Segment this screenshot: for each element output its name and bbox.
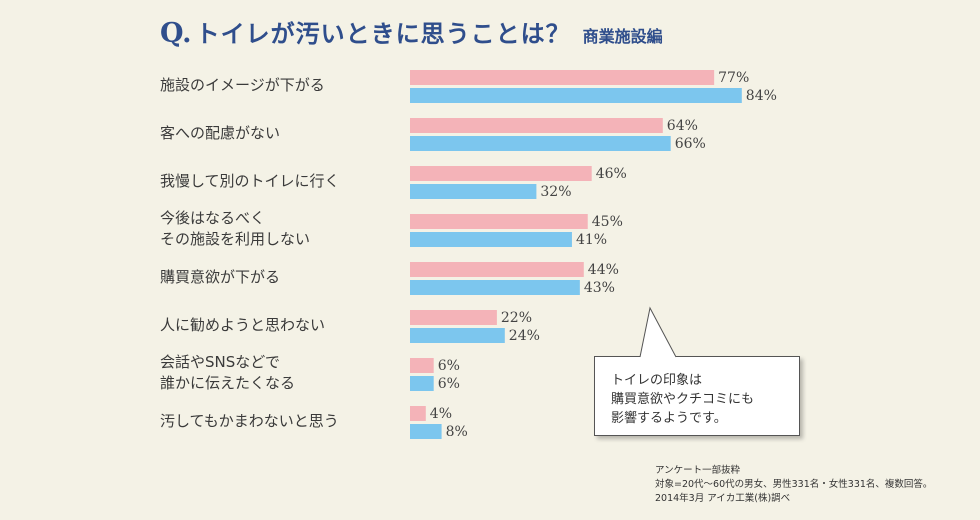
data-label: 84%: [746, 88, 777, 104]
category-label-line: 施設のイメージが下がる: [160, 75, 325, 94]
category-label: 汚してもかまわないと思う: [160, 411, 400, 432]
data-label: 8%: [446, 424, 468, 440]
category-label: 購買意欲が下がる: [160, 267, 400, 288]
data-label: 4%: [430, 406, 452, 422]
title-q-marker: Q.: [160, 18, 192, 49]
bar-series-2: [410, 424, 442, 439]
bar-series-2: [410, 136, 671, 151]
bar-series-2: [410, 328, 505, 343]
data-label: 32%: [540, 184, 571, 200]
category-label-line: 今後はなるべく: [160, 209, 266, 227]
bar-series-1: [410, 262, 584, 277]
category-label: 人に勧めようと思わない: [160, 315, 400, 336]
callout-line: トイレの印象は: [611, 373, 703, 388]
category-label-line: 会話やSNSなどで: [160, 353, 280, 371]
category-label-line: 汚してもかまわないと思う: [160, 411, 339, 430]
category-label: 今後はなるべくその施設を利用しない: [160, 208, 400, 250]
bar-series-1: [410, 214, 588, 229]
category-label: 施設のイメージが下がる: [160, 75, 400, 96]
bar-series-1: [410, 118, 663, 133]
data-label: 77%: [718, 70, 749, 86]
bar-series-2: [410, 88, 742, 103]
category-label-line: 客への配慮がない: [160, 123, 281, 142]
category-label-line: 人に勧めようと思わない: [160, 315, 326, 334]
title-subtitle: 商業施設編: [582, 27, 663, 46]
bar-series-1: [410, 166, 592, 181]
category-label-line: 誰かに伝えたくなる: [160, 374, 296, 392]
callout-line: 影響するようです。: [611, 411, 727, 426]
footnote-line: 2014年3月 アイカ工業(株)調べ: [655, 493, 791, 504]
category-label-line: その施設を利用しない: [160, 230, 311, 248]
category-label-line: 我慢して別のトイレに行く: [160, 171, 340, 190]
data-label: 66%: [675, 136, 706, 152]
footnote: アンケート一部抜粋 対象=20代〜60代の男女、男性331名・女性331名、複数…: [655, 464, 932, 506]
footnote-line: アンケート一部抜粋: [655, 465, 741, 476]
bar-series-1: [410, 70, 715, 85]
data-label: 6%: [438, 376, 460, 392]
category-label: 客への配慮がない: [160, 123, 400, 144]
data-label: 22%: [501, 310, 532, 326]
bar-series-2: [410, 232, 572, 247]
bar-series-2: [410, 184, 537, 199]
data-label: 44%: [588, 262, 619, 278]
bar-series-2: [410, 280, 580, 295]
bar-series-2: [410, 376, 434, 391]
footnote-line: 対象=20代〜60代の男女、男性331名・女性331名、複数回答。: [655, 479, 933, 490]
data-label: 6%: [438, 358, 460, 374]
bar-series-1: [410, 358, 434, 373]
title-question: トイレが汚いときに思うことは？: [195, 20, 571, 48]
bar-series-1: [410, 310, 497, 325]
callout-line: 購買意欲やクチコミにも: [611, 392, 755, 407]
data-label: 24%: [509, 328, 540, 344]
data-label: 45%: [592, 214, 623, 230]
data-label: 46%: [596, 166, 627, 182]
callout-box: トイレの印象は 購買意欲やクチコミにも 影響するようです。: [594, 356, 800, 436]
data-label: 41%: [576, 232, 607, 248]
data-label: 64%: [667, 118, 698, 134]
category-label: 会話やSNSなどで 誰かに伝えたくなる: [160, 352, 400, 394]
data-label: 43%: [584, 280, 615, 296]
bar-series-1: [410, 406, 426, 421]
category-label: 我慢して別のトイレに行く: [160, 171, 400, 192]
chart-title: Q. トイレが汚いときに思うことは？ 商業施設編: [160, 14, 663, 49]
category-label-line: 購買意欲が下がる: [160, 267, 281, 286]
